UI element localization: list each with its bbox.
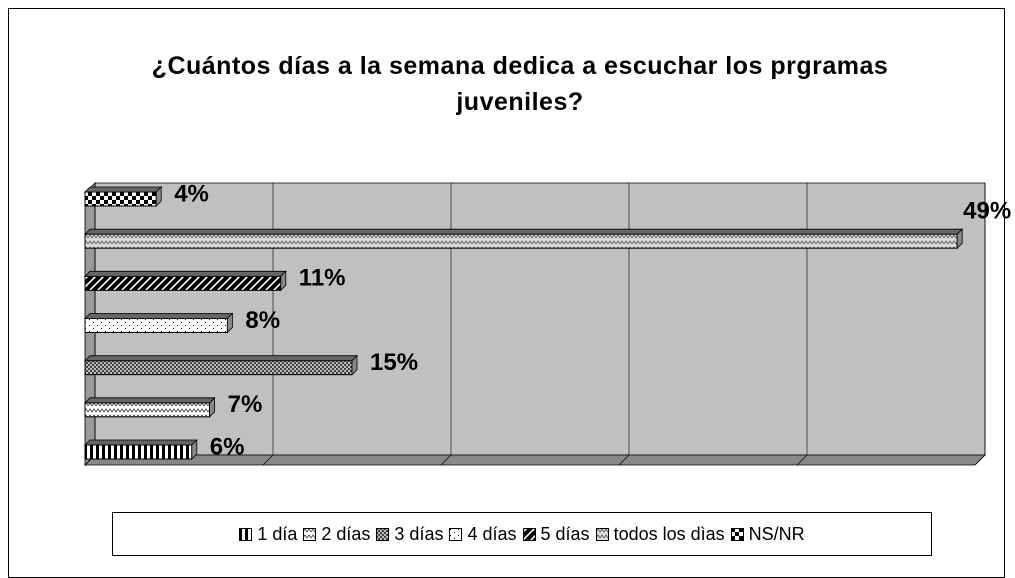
value-label: 8% [245, 307, 280, 334]
legend-label: 1 día [257, 523, 298, 544]
floor-grid-line [262, 454, 274, 466]
legend-swatch [595, 527, 609, 541]
bar [84, 402, 211, 418]
legend-item: 5 días [522, 523, 590, 545]
legend-swatch [730, 527, 744, 541]
bar-side [956, 228, 963, 250]
bar-top [84, 228, 964, 235]
bar-side [351, 354, 358, 376]
legend-item: 2 días [303, 524, 370, 545]
legend-label: NS/NR [748, 523, 805, 544]
value-label: 11% [299, 265, 346, 292]
legend-item: todos los dìas [595, 523, 725, 545]
value-label: 49% [963, 198, 1011, 225]
bar-side [209, 396, 216, 418]
bar-top [84, 397, 216, 404]
bar-top [84, 439, 198, 446]
legend-label: 4 días [467, 523, 517, 544]
bar-side [226, 312, 233, 334]
legend-item: NS/NR [730, 523, 805, 545]
bar-side [155, 186, 162, 207]
floor-grid-line [618, 454, 630, 466]
bar [84, 233, 958, 249]
legend-label: todos los dìas [613, 523, 725, 544]
plot: 6% 7% 15% 8% 11% 49% 4% [84, 180, 1011, 466]
legend-item: 3 días [376, 524, 443, 545]
legend-swatch [303, 527, 317, 541]
bar-top [84, 313, 234, 319]
legend-label: 5 días [540, 523, 590, 544]
value-label: 6% [210, 433, 245, 460]
bar [84, 191, 157, 207]
bar-top [84, 355, 358, 362]
floor-grid-line [974, 454, 986, 466]
bar-top [84, 186, 163, 193]
legend: 1 día 2 días 3 días 4 días 5 días todos los d… [112, 512, 932, 556]
legend-swatch [449, 527, 463, 541]
value-label: 15% [370, 349, 418, 376]
floor-grid-line [796, 454, 808, 466]
bar-top [84, 270, 287, 277]
legend-item: 1 día [239, 524, 297, 545]
legend-item: 4 días [449, 523, 517, 545]
page: {"chart_data": {"type": "bar", "orientat… [8, 8, 1012, 578]
bar [84, 360, 353, 376]
legend-label: 2 días [321, 523, 371, 544]
floor-grid-line [440, 454, 452, 466]
bar-side [280, 270, 287, 292]
value-label: 7% [228, 391, 263, 418]
legend-swatch [239, 527, 253, 541]
bar [84, 318, 228, 333]
value-label: 4% [174, 180, 209, 207]
legend-label: 3 días [394, 523, 444, 544]
legend-swatch [522, 527, 536, 541]
bar [84, 444, 193, 460]
legend-swatch [376, 527, 390, 541]
bar-side [191, 439, 198, 460]
bar [84, 275, 282, 291]
chart-title: ¿Cuántos días a la semana dedica a escuc… [151, 52, 889, 116]
